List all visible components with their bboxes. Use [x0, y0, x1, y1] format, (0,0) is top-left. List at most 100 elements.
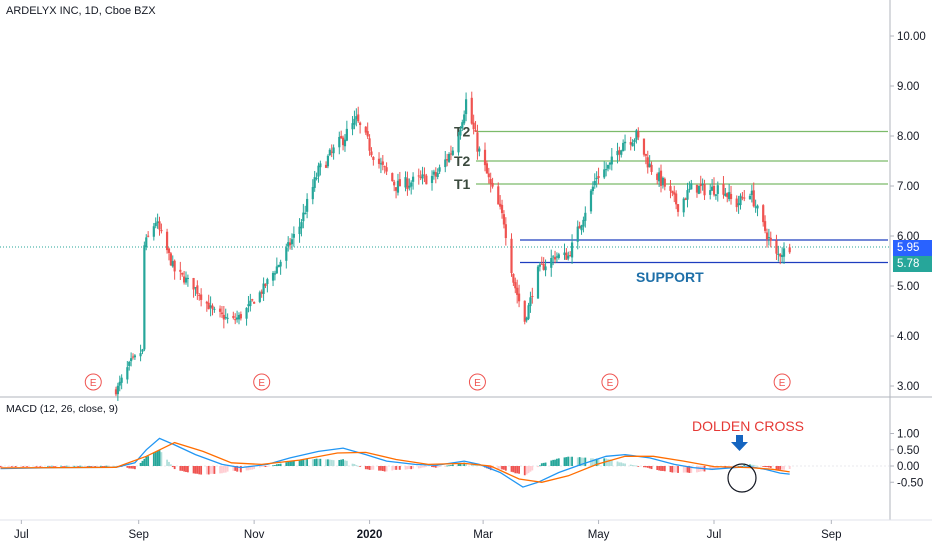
candle-body [635, 130, 638, 140]
macd-histogram-bar [245, 466, 248, 471]
macd-histogram-bar [338, 460, 341, 466]
down-arrow-icon [731, 435, 748, 451]
macd-histogram-bar [739, 466, 742, 467]
macd-histogram-bar [289, 461, 291, 466]
candle-body [769, 237, 772, 241]
macd-histogram-bar [75, 465, 78, 467]
candle-body [684, 198, 687, 200]
candle-body [279, 261, 282, 267]
macd-y-tick-label: -0.50 [897, 477, 923, 489]
macd-histogram-bar [86, 466, 89, 467]
macd-histogram-bar [775, 466, 778, 470]
macd-histogram-bar [567, 456, 570, 466]
candle-body [324, 164, 328, 168]
candle-body [729, 193, 733, 200]
macd-histogram-bar [20, 466, 23, 467]
macd-histogram-bar [12, 466, 15, 467]
candle-body [147, 235, 150, 237]
candle-body [447, 154, 451, 162]
candle-body [724, 193, 727, 196]
candle-body [451, 150, 454, 155]
macd-histogram-bar [277, 464, 280, 466]
macd-histogram-bar [63, 466, 66, 467]
candle-body [160, 229, 163, 232]
candle-body [432, 171, 436, 175]
macd-histogram-bar [145, 456, 148, 466]
x-tick-label: Mar [473, 529, 493, 541]
macd-histogram-bar [239, 466, 242, 473]
macd-histogram-bar [743, 465, 746, 466]
candle-body [444, 159, 447, 168]
macd-histogram-bar [423, 466, 426, 468]
macd-histogram-bar [465, 463, 467, 466]
macd-histogram-bar [461, 463, 464, 466]
candle-body [673, 192, 676, 195]
candle-body [315, 177, 318, 179]
macd-histogram-bar [251, 466, 254, 470]
macd-histogram-bar [364, 466, 367, 470]
candle-body [606, 164, 610, 169]
macd-histogram-bar [538, 465, 541, 467]
candle-body [421, 174, 424, 179]
macd-histogram-bar [656, 466, 659, 471]
macd-histogram-bar [550, 460, 553, 466]
macd-histogram-bar [637, 466, 640, 467]
candle-body [169, 253, 172, 266]
candle-body [512, 273, 515, 283]
candle-body [578, 225, 581, 229]
candle-body [646, 157, 649, 168]
candle-body [290, 239, 294, 245]
macd-histogram-bar [597, 459, 600, 466]
candle-body [209, 305, 212, 308]
candle-body [306, 198, 309, 212]
macd-histogram-bar [673, 466, 676, 473]
candle-body [114, 389, 118, 395]
macd-histogram-bar [554, 459, 556, 466]
macd-histogram-bar [7, 466, 10, 467]
macd-histogram-bar [756, 465, 759, 467]
macd-histogram-bar [777, 466, 780, 470]
macd-histogram-bar [686, 466, 689, 473]
candle-body [436, 172, 439, 177]
candle-body [396, 180, 400, 193]
y-tick-label: 3.00 [897, 381, 919, 393]
candle-body [383, 166, 386, 168]
candle-body [359, 122, 362, 125]
macd-histogram-bar [650, 466, 653, 470]
candle-body [779, 254, 782, 257]
candle-body [194, 287, 197, 289]
candle-body [167, 248, 171, 253]
macd-histogram-bar [1, 466, 4, 468]
macd-histogram-bar [311, 459, 314, 466]
candle-body [637, 131, 640, 138]
macd-histogram-bar [292, 460, 295, 466]
macd-histogram-bar [518, 466, 520, 474]
candle-body [686, 190, 689, 200]
macd-histogram-bar [431, 466, 433, 468]
macd-histogram-bar [266, 466, 269, 467]
earnings-marker-label: E [474, 378, 481, 389]
macd-histogram-bar [192, 466, 195, 474]
candle-body [629, 142, 632, 145]
candle-body [544, 266, 547, 271]
macd-histogram-bar [186, 466, 189, 473]
macd-histogram-bar [236, 466, 238, 472]
candle-body [500, 204, 504, 214]
candle-body [697, 185, 700, 194]
candle-body [239, 314, 242, 319]
earnings-marker [601, 373, 619, 391]
candle-body [699, 183, 702, 187]
macd-histogram-bar [73, 465, 76, 467]
macd-histogram-bar [238, 466, 240, 472]
macd-histogram-bar [247, 466, 250, 471]
candle-body [582, 219, 585, 227]
macd-y-tick-label: 0.50 [897, 445, 919, 457]
macd-histogram-bar [103, 466, 106, 467]
macd-histogram-bar [262, 466, 265, 467]
macd-histogram-bar [115, 465, 117, 467]
macd-histogram-bar [22, 466, 25, 467]
macd-histogram-bar [24, 466, 27, 467]
candle-body [748, 195, 752, 200]
